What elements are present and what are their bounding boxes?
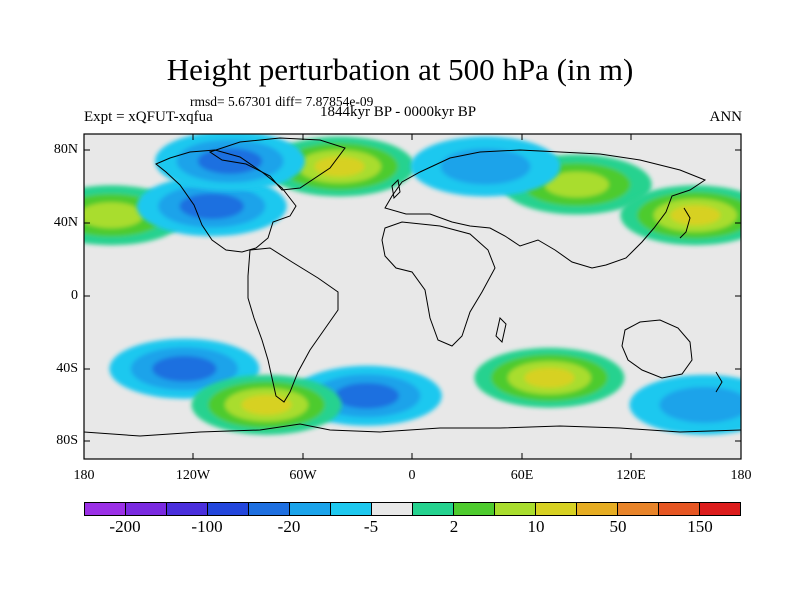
field-contour xyxy=(659,386,741,423)
coastline-south-america xyxy=(247,247,339,403)
colorbar-box xyxy=(290,503,331,515)
lon-label-0: 0 xyxy=(408,468,416,483)
colorbar-label: 10 xyxy=(527,517,545,536)
colorbar-box xyxy=(659,503,700,515)
coastline-africa xyxy=(381,221,496,347)
field-contour xyxy=(314,156,365,177)
lat-label-80n: 80N xyxy=(53,142,78,157)
coastline-north-america xyxy=(155,149,297,253)
field-region xyxy=(191,374,342,435)
colorbar-label: 150 xyxy=(687,517,713,536)
lat-label-80s: 80S xyxy=(56,433,78,448)
colorbar-box xyxy=(495,503,536,515)
field-contour xyxy=(84,202,144,229)
field-contour xyxy=(334,382,400,409)
lon-label-180w: 180 xyxy=(73,468,95,483)
field-contour xyxy=(440,148,531,185)
lat-label-40n: 40N xyxy=(53,215,78,230)
colorbar-label: -5 xyxy=(363,517,379,536)
field-contour xyxy=(241,394,292,415)
coastline-madagascar xyxy=(495,317,507,343)
field-contour xyxy=(179,193,244,220)
field-region xyxy=(410,136,561,197)
colorbar-box xyxy=(413,503,454,515)
coastlines xyxy=(84,137,741,437)
lon-label-120w: 120W xyxy=(175,468,211,483)
field-contour xyxy=(544,171,609,198)
colorbar-box xyxy=(331,503,372,515)
lon-label-120e: 120E xyxy=(616,468,646,483)
colorbar-box xyxy=(618,503,659,515)
colorbar-box xyxy=(85,503,126,515)
field-contour xyxy=(524,367,575,388)
coastline-eurasia xyxy=(384,149,707,269)
rmsd-stats: rmsd= 5.67301 diff= 7.87854e-09 xyxy=(190,94,374,109)
coastline-japan xyxy=(679,207,691,239)
colorbar-label: 2 xyxy=(449,517,459,536)
season-label: ANN xyxy=(709,109,743,125)
field-region xyxy=(629,374,741,435)
colorbar-box xyxy=(577,503,618,515)
field-region xyxy=(264,136,415,197)
period-label: 1844kyr BP - 0000kyr BP xyxy=(320,104,477,120)
field-region xyxy=(474,347,625,408)
colorbar-label: -100 xyxy=(191,517,223,536)
colorbar-label: 50 xyxy=(609,517,627,536)
colorbar-box xyxy=(249,503,290,515)
lat-label-40s: 40S xyxy=(56,361,78,376)
lat-label-0: 0 xyxy=(71,288,78,303)
colorbar-box xyxy=(208,503,249,515)
lon-label-60w: 60W xyxy=(289,468,317,483)
coastline-antarctica xyxy=(84,423,741,437)
field-region xyxy=(620,185,741,246)
field-contour xyxy=(670,205,721,226)
colorbar-box xyxy=(372,503,413,515)
coastline-uk xyxy=(391,178,401,200)
lon-label-60e: 60E xyxy=(510,468,534,483)
field-contour xyxy=(152,355,217,382)
coastline-greenland xyxy=(208,137,346,191)
colorbar-box xyxy=(700,503,740,515)
field-region xyxy=(136,176,287,237)
colorbar-label: -20 xyxy=(277,517,301,536)
coastline-australia xyxy=(621,319,693,379)
coastline-new-zealand xyxy=(715,371,723,393)
experiment-label: Expt = xQFUT-xqfua xyxy=(84,109,213,125)
colorbar-label: -200 xyxy=(109,517,141,536)
lon-label-180e: 180 xyxy=(730,468,752,483)
colorbar-box xyxy=(454,503,495,515)
colorbar-box xyxy=(536,503,577,515)
perturbation-field xyxy=(84,134,741,435)
colorbar-box xyxy=(126,503,167,515)
map-title: Height perturbation at 500 hPa (in m) xyxy=(166,52,634,87)
colorbar-box xyxy=(167,503,208,515)
colorbar xyxy=(84,502,741,516)
tick-marks xyxy=(84,134,741,459)
